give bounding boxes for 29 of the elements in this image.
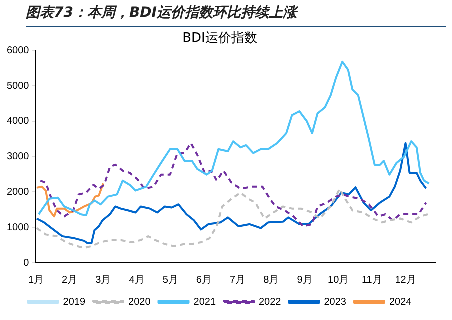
x-tick-label: 6月 xyxy=(196,274,212,286)
x-tick-label: 8月 xyxy=(264,274,280,286)
chart-title: 图表73：本周，BDI运价指数环比持续上涨 xyxy=(26,4,446,27)
chart-subtitle: BDI运价指数 xyxy=(182,31,258,46)
x-tick-label: 3月 xyxy=(96,274,112,286)
legend-label: 2023 xyxy=(324,296,347,308)
y-tick-label: 3000 xyxy=(6,152,30,163)
x-tick-label: 5月 xyxy=(162,274,178,286)
x-tick-label: 2月 xyxy=(62,274,78,286)
x-tick-label: 7月 xyxy=(230,274,246,286)
legend-label: 2019 xyxy=(63,296,86,308)
y-tick-label: 6000 xyxy=(6,45,30,56)
legend-label: 2020 xyxy=(128,296,152,308)
x-tick-label: 4月 xyxy=(129,274,145,286)
y-tick-label: 2000 xyxy=(6,186,30,198)
line-series xyxy=(36,188,429,250)
x-tick-label: 9月 xyxy=(297,274,313,286)
legend-label: 2022 xyxy=(259,296,282,308)
y-tick-label: 4000 xyxy=(6,116,30,128)
y-tick-label: 5000 xyxy=(6,80,30,92)
y-tick-label: 0 xyxy=(24,258,30,269)
line-series xyxy=(40,142,428,228)
y-tick-label: 1000 xyxy=(6,222,30,234)
legend-label: 2024 xyxy=(389,296,412,308)
x-tick-label: 1月 xyxy=(28,274,44,286)
x-tick-label: 11月 xyxy=(362,274,382,286)
legend-label: 2021 xyxy=(194,296,216,308)
x-tick-label: 10月 xyxy=(328,274,350,286)
x-tick-label: 12月 xyxy=(395,274,416,286)
